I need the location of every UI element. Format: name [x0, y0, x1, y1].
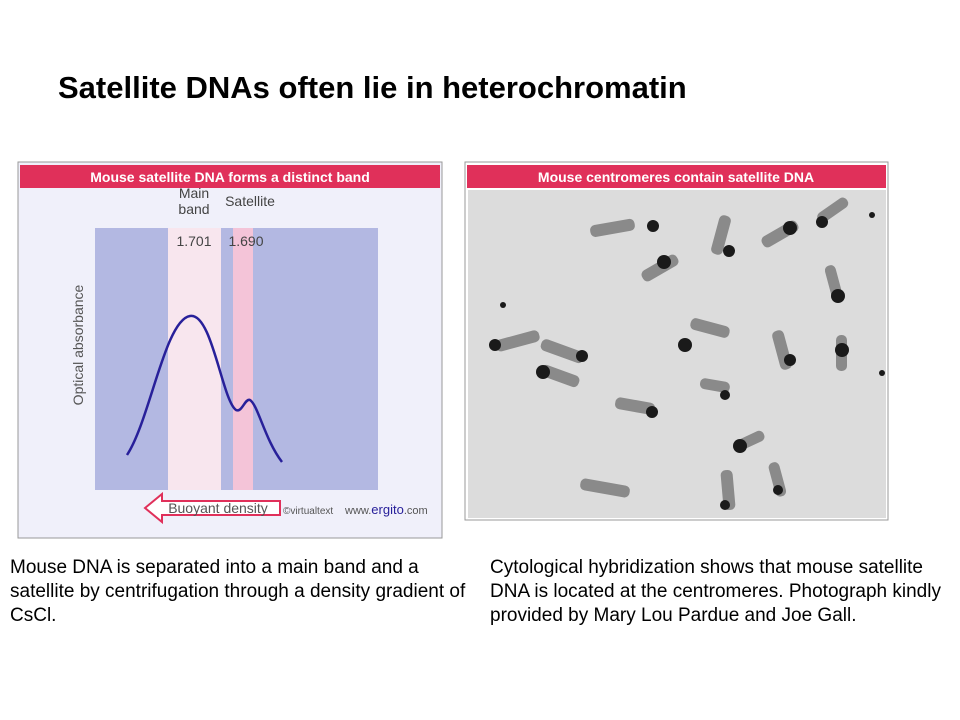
signal	[646, 406, 658, 418]
credit: ©virtualtext	[283, 506, 333, 517]
density-arrow	[143, 491, 281, 525]
banner	[20, 165, 440, 188]
site-suffix: .com	[404, 505, 428, 517]
main-density: 1.701	[176, 233, 211, 249]
main-band-label: Main band	[178, 185, 209, 217]
chromosome	[817, 197, 849, 223]
centromere-signals	[489, 212, 885, 510]
signal	[489, 339, 501, 351]
satellite-label: Satellite	[225, 193, 275, 209]
absorbance-curve	[125, 314, 283, 463]
signal	[869, 212, 875, 218]
signal	[733, 439, 747, 453]
satellite-density: 1.690	[228, 233, 263, 249]
x-label: Buoyant density	[168, 500, 268, 516]
chromosome	[699, 378, 730, 393]
signal	[835, 343, 849, 357]
signal	[536, 365, 550, 379]
left-figure: Mouse satellite DNA forms a distinct ban…	[17, 161, 443, 539]
main-band-label-line: band	[178, 201, 209, 217]
site: www.ergito.com	[344, 502, 428, 517]
slide-title: Satellite DNAs often lie in heterochroma…	[58, 70, 687, 105]
y-label: Optical absorbance	[70, 284, 86, 405]
figures: Mouse satellite DNA forms a distinct ban…	[17, 161, 889, 539]
banner-text: Mouse satellite DNA forms a distinct ban…	[90, 169, 370, 185]
chromosome	[495, 330, 540, 352]
signal	[657, 255, 671, 269]
banner	[467, 165, 886, 188]
signal	[723, 245, 735, 257]
site-prefix: www.	[344, 505, 371, 517]
chromosome	[720, 469, 736, 511]
signal	[879, 370, 885, 376]
right-figure: Mouse centromeres contain satellite DNA	[464, 161, 889, 521]
chromosome	[580, 478, 630, 498]
signal	[576, 350, 588, 362]
signal	[647, 220, 659, 232]
chromosome	[540, 339, 585, 364]
chromosome	[711, 215, 731, 255]
chromosome	[690, 318, 730, 338]
right-caption: Cytological hybridization shows that mou…	[490, 557, 941, 626]
signal	[500, 302, 506, 308]
signal	[784, 354, 796, 366]
signal	[720, 390, 730, 400]
signal	[678, 338, 692, 352]
signal	[720, 500, 730, 510]
chromosome	[540, 364, 580, 388]
site-name: ergito	[371, 502, 404, 517]
chromosome	[615, 397, 655, 415]
signal	[773, 485, 783, 495]
satellite-region	[233, 228, 253, 490]
signal	[831, 289, 845, 303]
banner-text: Mouse centromeres contain satellite DNA	[538, 169, 814, 185]
chromosome	[590, 218, 635, 237]
main-band-label-line: Main	[179, 185, 209, 201]
photo	[468, 190, 886, 518]
signal	[816, 216, 828, 228]
signal	[783, 221, 797, 235]
left-caption: Mouse DNA is separated into a main band …	[10, 557, 466, 626]
main-band-region	[168, 228, 221, 490]
